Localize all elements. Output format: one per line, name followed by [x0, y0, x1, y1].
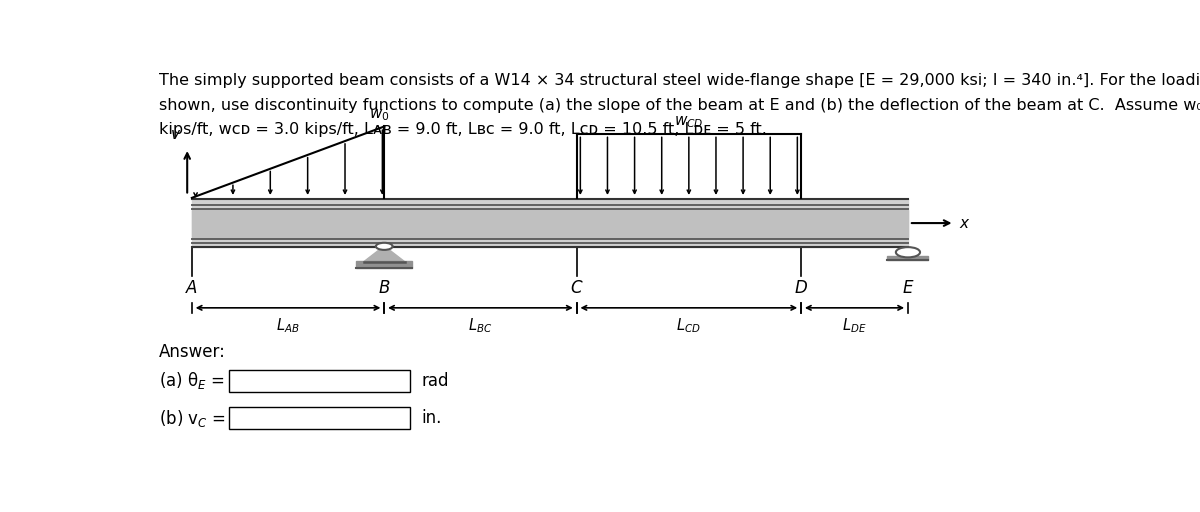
Bar: [888, 256, 929, 260]
Text: (a) θ$_E$ =: (a) θ$_E$ =: [160, 371, 226, 392]
Text: $E$: $E$: [901, 279, 914, 297]
Text: $L_{AB}$: $L_{AB}$: [276, 316, 300, 335]
Text: $x$: $x$: [959, 216, 971, 230]
Polygon shape: [364, 246, 404, 262]
Text: $v$: $v$: [170, 127, 181, 142]
Text: $w_0$: $w_0$: [370, 107, 390, 122]
Text: shown, use discontinuity functions to compute (a) the slope of the beam at E and: shown, use discontinuity functions to co…: [160, 98, 1200, 113]
FancyBboxPatch shape: [229, 370, 410, 392]
Text: (b) v$_C$ =: (b) v$_C$ =: [160, 408, 226, 429]
Circle shape: [896, 247, 920, 258]
FancyBboxPatch shape: [229, 407, 410, 429]
Text: in.: in.: [421, 409, 442, 427]
Text: $C$: $C$: [570, 279, 583, 297]
Text: The simply supported beam consists of a W14 × 34 structural steel wide-flange sh: The simply supported beam consists of a …: [160, 73, 1200, 88]
Text: $L_{DE}$: $L_{DE}$: [842, 316, 866, 335]
Text: $w_{CD}$: $w_{CD}$: [674, 115, 703, 131]
Text: $L_{CD}$: $L_{CD}$: [677, 316, 701, 335]
Bar: [356, 261, 412, 268]
Text: $A$: $A$: [185, 279, 198, 297]
Text: $D$: $D$: [794, 279, 808, 297]
Text: rad: rad: [421, 372, 449, 390]
Circle shape: [376, 243, 392, 250]
Text: $L_{BC}$: $L_{BC}$: [468, 316, 492, 335]
Text: $B$: $B$: [378, 279, 390, 297]
Text: Answer:: Answer:: [160, 344, 226, 361]
Bar: [192, 199, 908, 247]
Text: kips/ft, wᴄᴅ = 3.0 kips/ft, Lᴀʙ = 9.0 ft, Lʙᴄ = 9.0 ft, Lᴄᴅ = 10.5 ft, Lᴅᴇ = 5 f: kips/ft, wᴄᴅ = 3.0 kips/ft, Lᴀʙ = 9.0 ft…: [160, 122, 767, 137]
Bar: [192, 210, 908, 237]
